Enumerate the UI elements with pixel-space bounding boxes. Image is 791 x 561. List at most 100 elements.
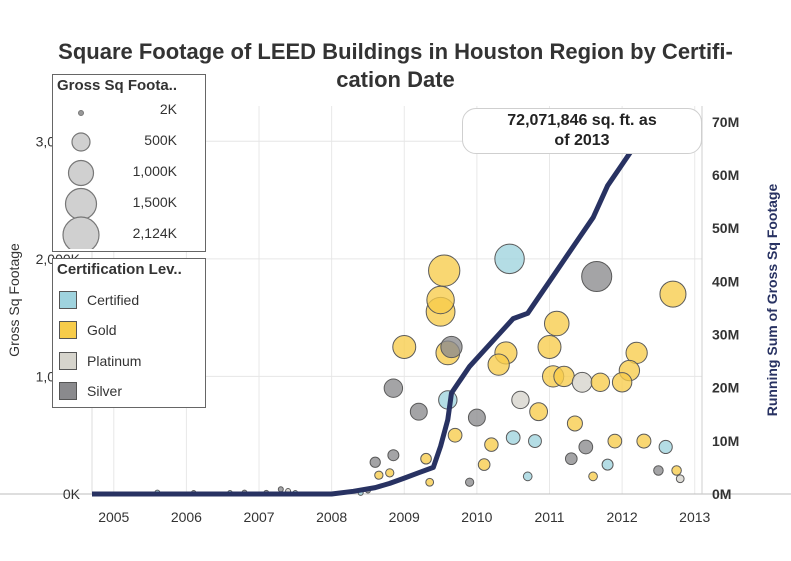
- color-legend-swatch: [59, 382, 77, 400]
- bubble-gold: [553, 365, 575, 388]
- bubble-gold: [611, 372, 633, 393]
- color-legend-swatch: [59, 352, 77, 370]
- bubble-silver: [581, 260, 613, 293]
- x-tick-label: 2005: [98, 509, 129, 525]
- y-left-axis-title: Gross Sq Footage: [6, 243, 22, 357]
- x-tick-label: 2006: [171, 509, 202, 525]
- bubble-gold: [543, 310, 570, 337]
- color-legend-label: Certified: [87, 292, 140, 308]
- bubble-gold: [425, 477, 435, 487]
- y-right-axis-title: Running Sum of Gross Sq Footage: [764, 184, 780, 417]
- color-legend-swatch: [59, 291, 77, 309]
- bubble-certified: [658, 439, 673, 455]
- size-legend-item: 2,124K: [53, 225, 201, 253]
- x-tick-label: 2007: [243, 509, 274, 525]
- x-tick-label: 2009: [389, 509, 420, 525]
- callout-line-2: of 2013: [554, 132, 610, 149]
- bubble-gold: [420, 452, 432, 465]
- bubble-certified: [522, 471, 533, 482]
- y-right-tick-label: 0M: [712, 486, 731, 502]
- bubble-certified: [505, 430, 521, 445]
- bubble-silver: [564, 452, 578, 466]
- color-legend-label: Gold: [87, 322, 117, 338]
- chart-title: Square Footage of LEED Buildings in Hous…: [0, 38, 791, 94]
- bubble-gold: [426, 285, 455, 315]
- x-tick-label: 2011: [534, 509, 564, 525]
- color-legend-item-silver[interactable]: Silver: [59, 380, 122, 402]
- bubble-gold: [392, 335, 417, 360]
- size-legend-circles: [62, 110, 100, 249]
- size-legend[interactable]: Gross Sq Foota.. 2K 500K 1,000K 1,500K 2…: [52, 74, 206, 252]
- bubble-platinum: [571, 371, 593, 393]
- y-left-tick-label: 0K: [63, 486, 81, 502]
- bubble-silver: [387, 449, 400, 462]
- bubble-platinum: [511, 390, 530, 410]
- size-legend-circle-500k: [71, 132, 91, 152]
- x-tick-label: 2010: [461, 509, 492, 525]
- bubble-silver: [369, 456, 381, 468]
- color-legend-label: Silver: [87, 383, 123, 399]
- size-legend-circle-2124k: [62, 216, 100, 249]
- bubble-silver: [409, 402, 428, 421]
- bubble-gold: [447, 427, 463, 443]
- bubble-gold: [537, 335, 562, 360]
- size-legend-title: Gross Sq Foota..: [57, 77, 178, 94]
- bubble-silver: [578, 439, 594, 455]
- y-right-tick-label: 70M: [712, 114, 739, 130]
- y-right-tick-label: 30M: [712, 327, 739, 343]
- color-legend[interactable]: Certification Lev.. Certified Gold Plati…: [52, 258, 206, 408]
- size-legend-item: 1,500K: [53, 194, 201, 222]
- size-legend-label: 1,500K: [132, 194, 177, 210]
- x-tick-label: 2008: [316, 509, 347, 525]
- chart-title-line-2: cation Date: [336, 67, 455, 92]
- bubble-gold: [588, 471, 598, 482]
- y-right-tick-label: 10M: [712, 433, 739, 449]
- color-legend-swatch: [59, 321, 77, 339]
- bubble-platinum: [675, 474, 685, 484]
- chart-title-line-1: Square Footage of LEED Buildings in Hous…: [58, 39, 733, 64]
- bubble-certified: [528, 434, 542, 449]
- bubble-gold: [529, 402, 549, 422]
- bubble-gold: [607, 433, 623, 449]
- bubble-gold: [487, 353, 510, 376]
- bubble-gold: [428, 254, 461, 287]
- size-legend-circle-1000k: [67, 159, 95, 187]
- bubble-gold: [477, 458, 491, 471]
- bubble-gold: [566, 415, 583, 432]
- color-legend-item-certified[interactable]: Certified: [59, 289, 139, 311]
- running-total-line: [92, 108, 685, 497]
- size-legend-item: 500K: [53, 132, 201, 160]
- y-right-tick-label: 40M: [712, 273, 739, 289]
- size-legend-item: 2K: [53, 101, 201, 129]
- size-legend-label: 2K: [159, 101, 177, 117]
- bubble-gold: [590, 372, 611, 393]
- callout-text: 72,071,846 sq. ft. as of 2013: [463, 109, 701, 151]
- color-legend-item-platinum[interactable]: Platinum: [59, 350, 141, 372]
- x-tick-label: 2013: [679, 509, 710, 525]
- color-legend-title: Certification Lev..: [57, 261, 182, 278]
- color-legend-label: Platinum: [87, 353, 142, 369]
- bubble-silver: [440, 335, 463, 359]
- bubble-certified: [601, 458, 614, 471]
- bubble-gold: [374, 470, 384, 480]
- running-total-callout: 72,071,846 sq. ft. as of 2013: [462, 108, 702, 154]
- y-right-tick-label: 20M: [712, 380, 739, 396]
- bubble-gold: [671, 465, 682, 476]
- size-legend-label: 2,124K: [132, 225, 177, 241]
- size-legend-item: 1,000K: [53, 163, 201, 191]
- color-legend-item-gold[interactable]: Gold: [59, 319, 117, 341]
- size-legend-circle-2k: [78, 110, 84, 116]
- bubble-silver: [383, 378, 404, 398]
- y-right-tick-label: 60M: [712, 167, 739, 183]
- bubble-gold: [484, 437, 499, 452]
- bubble-gold: [385, 468, 395, 478]
- bubble-gold: [636, 433, 652, 449]
- size-legend-label: 1,000K: [132, 163, 177, 179]
- size-legend-label: 500K: [144, 132, 177, 148]
- y-right-tick-label: 50M: [712, 220, 739, 236]
- bubble-silver: [465, 477, 475, 487]
- bubble-silver: [653, 465, 664, 476]
- x-tick-label: 2012: [607, 509, 638, 525]
- callout-line-1: 72,071,846 sq. ft. as: [507, 112, 657, 129]
